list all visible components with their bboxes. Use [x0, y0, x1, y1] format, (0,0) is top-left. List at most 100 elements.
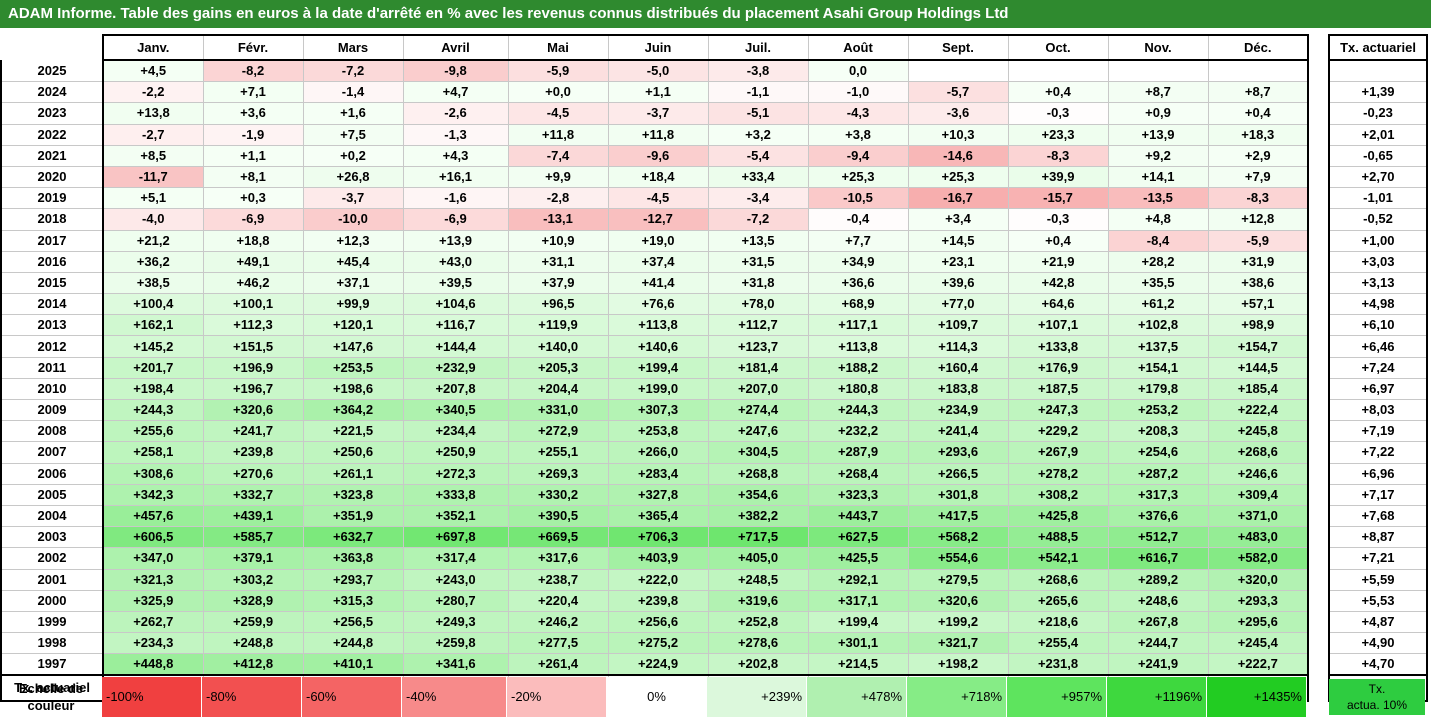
gain-cell: +13,5 — [708, 230, 809, 252]
gain-cell: +582,0 — [1208, 547, 1309, 570]
gain-cell: -3,7 — [303, 187, 404, 210]
year-label: 2007 — [0, 441, 104, 464]
gain-cell: +382,2 — [708, 505, 809, 528]
gain-cell: +198,4 — [103, 378, 204, 401]
gain-cell: +0,0 — [508, 81, 609, 104]
gain-cell: +262,7 — [103, 611, 204, 634]
color-scale-swatch: +957% — [1007, 677, 1107, 717]
gain-cell: +231,8 — [1008, 653, 1109, 676]
gain-cell: -11,7 — [103, 166, 204, 189]
gain-cell: -0,3 — [1008, 208, 1109, 231]
year-label: 2009 — [0, 399, 104, 422]
gain-cell: +483,0 — [1208, 526, 1309, 549]
month-header: Mars — [303, 34, 404, 61]
year-label: 2006 — [0, 463, 104, 485]
rate-10-legend-line2: actua. 10% — [1346, 698, 1408, 712]
gain-cell: +309,4 — [1208, 484, 1309, 506]
gain-cell: +439,1 — [203, 505, 304, 528]
gain-cell: +39,6 — [908, 272, 1009, 295]
gain-cell: +78,0 — [708, 293, 809, 316]
tx-actuariel-cell: +5,53 — [1328, 590, 1428, 612]
year-label: 2023 — [0, 102, 104, 125]
tx-actuariel-cell: +6,96 — [1328, 463, 1428, 485]
gain-cell: +37,1 — [303, 272, 404, 295]
gain-cell: +269,3 — [508, 463, 609, 485]
gain-cell: +706,3 — [608, 526, 709, 549]
gain-cell: +120,1 — [303, 314, 404, 337]
color-scale-swatch: +1435% — [1207, 677, 1307, 717]
gain-cell: +25,3 — [908, 166, 1009, 189]
gain-cell: +13,9 — [403, 230, 509, 252]
gains-table: Janv. Févr. Mars Avril Mai Juin Juil. Août Sept.… — [0, 34, 1309, 703]
gain-cell: +256,5 — [303, 611, 404, 634]
year-label: 2013 — [0, 314, 104, 337]
gain-cell — [1008, 60, 1109, 83]
gain-cell: +109,7 — [908, 314, 1009, 337]
gain-cell: -1,6 — [403, 187, 509, 210]
gain-cell: +46,2 — [203, 272, 304, 295]
gain-cell: +198,6 — [303, 378, 404, 401]
gain-cell: -2,2 — [103, 81, 204, 104]
gain-cell: -3,8 — [708, 60, 809, 83]
gain-cell: +293,6 — [908, 441, 1009, 464]
gain-cell: +632,7 — [303, 526, 404, 549]
gain-cell: +568,2 — [908, 526, 1009, 549]
year-label: 2000 — [0, 590, 104, 612]
month-header: Déc. — [1208, 34, 1309, 61]
gain-cell: +238,7 — [508, 569, 609, 591]
gain-cell: +39,5 — [403, 272, 509, 295]
gain-cell: +248,8 — [203, 632, 304, 655]
year-label: 2005 — [0, 484, 104, 506]
month-header: Févr. — [203, 34, 304, 61]
gain-cell: +320,6 — [908, 590, 1009, 612]
tx-actuariel-cell: +8,87 — [1328, 526, 1428, 549]
gain-cell: +37,4 — [608, 251, 709, 273]
gain-cell: +234,9 — [908, 399, 1009, 422]
gain-cell: +196,9 — [203, 357, 304, 379]
corner-cell — [1, 35, 103, 60]
gain-cell: +8,7 — [1108, 81, 1209, 104]
gain-cell: -3,6 — [908, 102, 1009, 125]
color-scale-swatch: -60% — [302, 677, 402, 717]
tx-actuariel-cell: +1,00 — [1328, 230, 1428, 252]
gain-cell: +64,6 — [1008, 293, 1109, 316]
gain-cell: +38,6 — [1208, 272, 1309, 295]
gain-cell: +5,1 — [103, 187, 204, 210]
gain-cell: +328,9 — [203, 590, 304, 612]
gain-cell: +100,4 — [103, 293, 204, 316]
gain-cell: +417,5 — [908, 505, 1009, 528]
gain-cell: +19,0 — [608, 230, 709, 252]
gain-cell: +425,8 — [1008, 505, 1109, 528]
gain-cell: +23,3 — [1008, 124, 1109, 146]
gain-cell: +341,6 — [403, 653, 509, 676]
color-scale: Echelle de couleur -100% -80% -60% -40% -20%… — [0, 677, 1307, 717]
gain-cell: +3,6 — [203, 102, 304, 125]
gain-cell: +140,6 — [608, 335, 709, 358]
color-scale-swatch: -40% — [402, 677, 507, 717]
gain-cell: +289,2 — [1108, 569, 1209, 591]
gain-cell: -1,3 — [403, 124, 509, 146]
tx-actuariel-cell: +6,46 — [1328, 335, 1428, 358]
gain-cell: -9,6 — [608, 145, 709, 167]
gain-cell: -4,5 — [608, 187, 709, 210]
gain-cell: +443,7 — [808, 505, 909, 528]
gain-cell: +9,2 — [1108, 145, 1209, 167]
gain-cell: +317,4 — [403, 547, 509, 570]
month-header: Juil. — [708, 34, 809, 61]
gain-cell: -1,0 — [808, 81, 909, 104]
gain-cell: +304,5 — [708, 441, 809, 464]
gain-cell: +255,1 — [508, 441, 609, 464]
gain-cell: +199,2 — [908, 611, 1009, 634]
gain-cell: +283,4 — [608, 463, 709, 485]
gain-cell: +333,8 — [403, 484, 509, 506]
gain-cell: -0,3 — [1008, 102, 1109, 125]
gain-cell: +207,0 — [708, 378, 809, 401]
gain-cell: +187,5 — [1008, 378, 1109, 401]
gain-cell: +347,0 — [103, 547, 204, 570]
gain-cell: +248,6 — [1108, 590, 1209, 612]
gain-cell: +327,8 — [608, 484, 709, 506]
gain-cell: +31,9 — [1208, 251, 1309, 273]
year-label: 2016 — [0, 251, 104, 273]
gain-cell: +221,5 — [303, 420, 404, 443]
gain-cell: -1,1 — [708, 81, 809, 104]
